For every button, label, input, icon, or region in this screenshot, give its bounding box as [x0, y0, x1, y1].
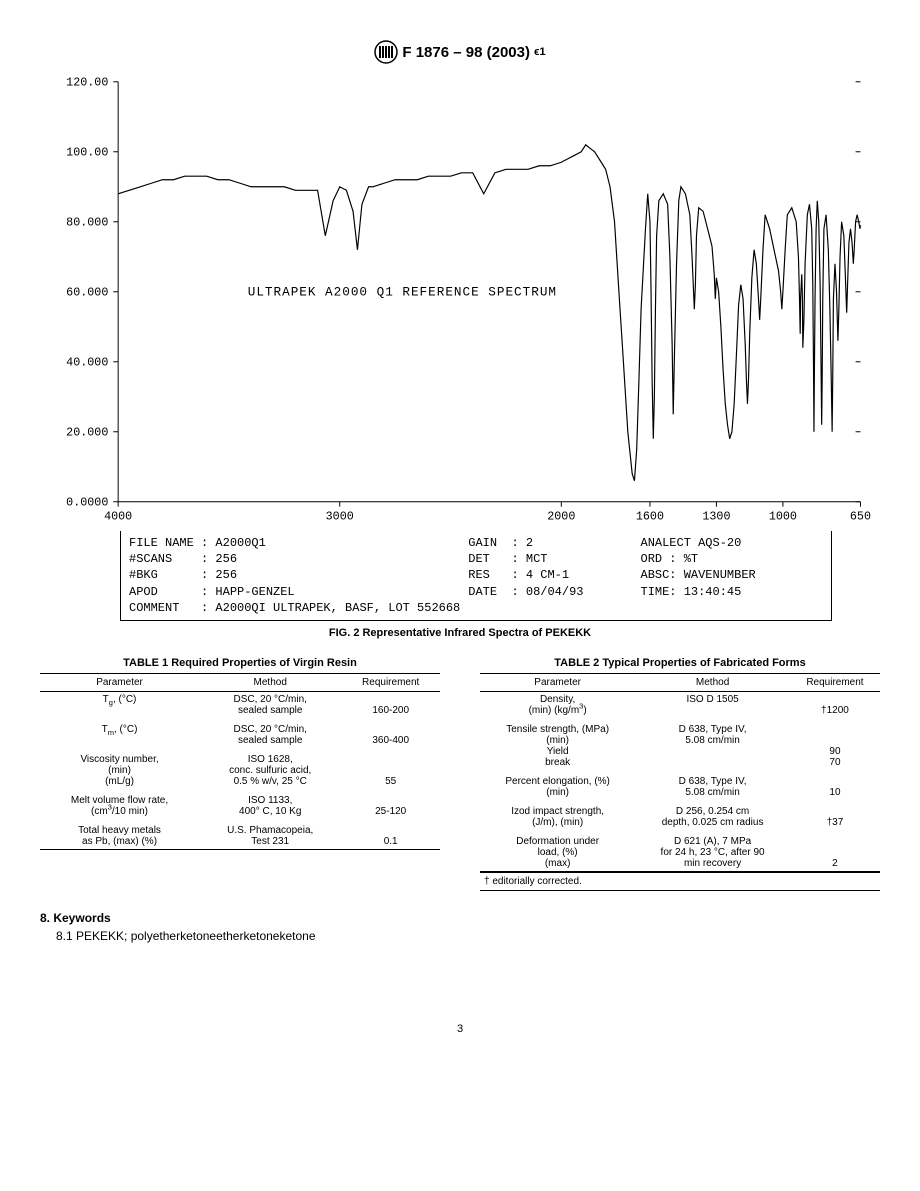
- figure-caption: FIG. 2 Representative Infrared Spectra o…: [40, 627, 880, 639]
- requirement-cell: 10: [790, 774, 880, 800]
- svg-text:80.000: 80.000: [66, 216, 108, 230]
- requirement-cell: 55: [341, 752, 440, 789]
- svg-text:4000: 4000: [104, 509, 132, 523]
- method-cell: D 256, 0.254 cmdepth, 0.025 cm radius: [635, 804, 790, 830]
- requirement-cell: 25-120: [341, 793, 440, 819]
- method-cell: ISO 1133,400° C, 10 Kg: [199, 793, 341, 819]
- requirement-cell: †1200: [790, 692, 880, 719]
- method-cell: DSC, 20 °C/min,sealed sample: [199, 692, 341, 719]
- svg-text:40.000: 40.000: [66, 356, 108, 370]
- table1-title: TABLE 1 Required Properties of Virgin Re…: [40, 657, 440, 669]
- table2-footnote: † editorially corrected.: [480, 872, 880, 891]
- svg-text:650: 650: [850, 509, 871, 523]
- meta-cell: ANALECT AQS-20: [641, 535, 824, 551]
- table-row: Izod impact strength,(J/m), (min)D 256, …: [480, 804, 880, 830]
- svg-text:0.0000: 0.0000: [66, 496, 108, 510]
- table2: Parameter Method Requirement Density,(mi…: [480, 673, 880, 872]
- table2-col-requirement: Requirement: [790, 674, 880, 692]
- meta-cell: [468, 600, 632, 616]
- meta-cell: ABSC: WAVENUMBER: [641, 567, 824, 583]
- param-cell: Tm, (°C): [40, 722, 199, 748]
- method-cell: DSC, 20 °C/min,sealed sample: [199, 722, 341, 748]
- param-cell: Deformation underload, (%)(max): [480, 834, 635, 872]
- table-row: Tm, (°C)DSC, 20 °C/min,sealed sample 360…: [40, 722, 440, 748]
- table1: Parameter Method Requirement Tg, (°C)DSC…: [40, 673, 440, 850]
- table1-col-parameter: Parameter: [40, 674, 199, 692]
- spectrum-metadata-box: FILE NAME : A2000Q1 GAIN : 2 ANALECT AQS-2…: [120, 531, 832, 621]
- spectrum-chart: 120.00 100.00 80.000 60.000 40.000 20.000 0.00…: [40, 72, 880, 531]
- table-row: Tg, (°C)DSC, 20 °C/min,sealed sample 160…: [40, 692, 440, 719]
- meta-cell: #SCANS : 256: [129, 551, 460, 567]
- table1-col-method: Method: [199, 674, 341, 692]
- meta-cell: ORD : %T: [641, 551, 824, 567]
- table2-col-parameter: Parameter: [480, 674, 635, 692]
- table-row: Deformation underload, (%)(max)D 621 (A)…: [480, 834, 880, 872]
- svg-text:1000: 1000: [769, 509, 797, 523]
- table-row: Percent elongation, (%)(min)D 638, Type …: [480, 774, 880, 800]
- doc-header: F 1876 – 98 (2003)ϵ1: [40, 40, 880, 64]
- svg-text:120.00: 120.00: [66, 76, 108, 90]
- requirement-cell: 160-200: [341, 692, 440, 719]
- method-cell: ISO 1628,conc. sulfuric acid,0.5 % w/v, …: [199, 752, 341, 789]
- param-cell: Tensile strength, (MPa)(min)Yieldbreak: [480, 722, 635, 770]
- meta-cell: RES : 4 CM-1: [468, 567, 632, 583]
- method-cell: D 638, Type IV,5.08 cm/min: [635, 722, 790, 770]
- table2-col-method: Method: [635, 674, 790, 692]
- param-cell: Izod impact strength,(J/m), (min): [480, 804, 635, 830]
- svg-text:60.000: 60.000: [66, 286, 108, 300]
- requirement-cell: 360-400: [341, 722, 440, 748]
- svg-text:3000: 3000: [326, 509, 354, 523]
- svg-text:1300: 1300: [702, 509, 730, 523]
- requirement-cell: 2: [790, 834, 880, 872]
- table-row: Melt volume flow rate,(cm3/10 min)ISO 11…: [40, 793, 440, 819]
- requirement-cell: †37: [790, 804, 880, 830]
- svg-text:100.00: 100.00: [66, 146, 108, 160]
- param-cell: Percent elongation, (%)(min): [480, 774, 635, 800]
- table2-title: TABLE 2 Typical Properties of Fabricated…: [480, 657, 880, 669]
- table1-col-requirement: Requirement: [341, 674, 440, 692]
- meta-cell: DET : MCT: [468, 551, 632, 567]
- meta-cell: COMMENT : A2000QI ULTRAPEK, BASF, LOT 55…: [129, 600, 460, 616]
- param-cell: Tg, (°C): [40, 692, 199, 719]
- meta-cell: DATE : 08/04/93: [468, 584, 632, 600]
- table-row: Viscosity number,(min)(mL/g)ISO 1628,con…: [40, 752, 440, 789]
- method-cell: U.S. Phamacopeia,Test 231: [199, 823, 341, 850]
- meta-cell: GAIN : 2: [468, 535, 632, 551]
- table-row: Density,(min) (kg/m3)ISO D 1505 †1200: [480, 692, 880, 719]
- param-cell: Melt volume flow rate,(cm3/10 min): [40, 793, 199, 819]
- method-cell: D 638, Type IV,5.08 cm/min: [635, 774, 790, 800]
- designation-text: F 1876 – 98 (2003): [402, 44, 530, 61]
- keywords-heading: 8. Keywords: [40, 911, 880, 925]
- spectrum-chart-svg: 120.00 100.00 80.000 60.000 40.000 20.000 0.00…: [40, 72, 880, 531]
- astm-logo-icon: [374, 40, 398, 64]
- table-row: Total heavy metalsas Pb, (max) (%)U.S. P…: [40, 823, 440, 850]
- meta-cell: FILE NAME : A2000Q1: [129, 535, 460, 551]
- param-cell: Total heavy metalsas Pb, (max) (%): [40, 823, 199, 850]
- requirement-cell: 9070: [790, 722, 880, 770]
- meta-cell: [641, 600, 824, 616]
- svg-text:20.000: 20.000: [66, 426, 108, 440]
- method-cell: ISO D 1505: [635, 692, 790, 719]
- method-cell: D 621 (A), 7 MPafor 24 h, 23 °C, after 9…: [635, 834, 790, 872]
- requirement-cell: 0.1: [341, 823, 440, 850]
- param-cell: Density,(min) (kg/m3): [480, 692, 635, 719]
- svg-text:ULTRAPEK A2000 Q1 REFERENCE SP: ULTRAPEK A2000 Q1 REFERENCE SPECTRUM: [248, 285, 557, 300]
- page-number: 3: [40, 1023, 880, 1035]
- svg-text:1600: 1600: [636, 509, 664, 523]
- meta-cell: #BKG : 256: [129, 567, 460, 583]
- svg-text:2000: 2000: [547, 509, 575, 523]
- meta-cell: APOD : HAPP-GENZEL: [129, 584, 460, 600]
- table-row: Tensile strength, (MPa)(min)YieldbreakD …: [480, 722, 880, 770]
- keywords-body: 8.1 PEKEKK; polyetherketoneetherketoneke…: [40, 929, 880, 943]
- meta-cell: TIME: 13:40:45: [641, 584, 824, 600]
- param-cell: Viscosity number,(min)(mL/g): [40, 752, 199, 789]
